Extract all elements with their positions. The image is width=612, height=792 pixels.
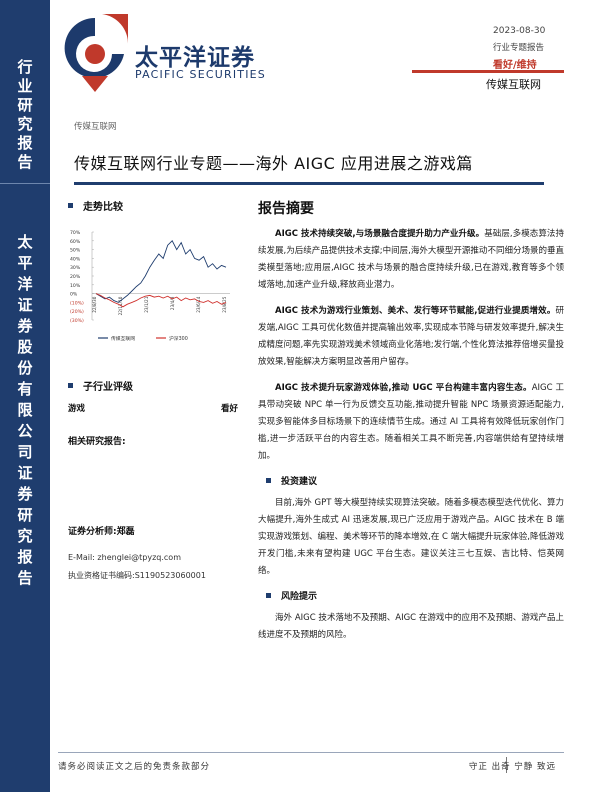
summary-p1-body: 基础层,多模态算法持续发展,为后续产品提供技术支撑;中间层,海外大模型开源推动不… (258, 229, 564, 290)
sidebar-company-char: 证 (17, 464, 33, 482)
risk-heading: 风险提示 (266, 589, 564, 602)
related-reports-heading: 相关研究报告: (68, 437, 126, 447)
sidebar-company-char: 司 (17, 443, 33, 461)
trend-heading: 走势比较 (68, 198, 244, 213)
summary-p2-lead: AIGC 技术为游戏行业策划、美术、发行等环节赋能,促进行业提质增效。 (275, 306, 556, 316)
y-tick-label: 60% (70, 239, 81, 245)
y-tick-label: 30% (70, 265, 81, 271)
left-column: 走势比较 70% 60% 50% 40% 30% 20% 10% 0% (10%) (20%) (3… (68, 198, 244, 580)
sidebar-company-char: 证 (17, 296, 33, 314)
bullet-square-icon (68, 203, 73, 208)
y-tick-label: (10%) (70, 300, 84, 306)
summary-heading: 报告摘要 (258, 201, 314, 217)
bullet-square-icon (266, 478, 271, 483)
sidebar-top-char: 业 (17, 77, 33, 95)
series-line-hs300 (95, 293, 227, 308)
analyst-name: 证券分析师:郑磊 (68, 527, 135, 537)
header-accent-line (412, 70, 564, 73)
header-industry: 传媒互联网 (486, 78, 541, 91)
rating-heading-label: 子行业评级 (83, 382, 133, 393)
rating-row-name: 游戏 (68, 404, 86, 414)
y-tick-label: 50% (70, 248, 81, 254)
sidebar-company-char: 有 (17, 380, 33, 398)
summary-paragraph-1: AIGC 技术持续突破,与场景融合度提升助力产业升级。基础层,多模态算法持续发展… (258, 226, 564, 294)
y-tick-label: 10% (70, 283, 81, 289)
analyst-email[interactable]: E-Mail: zhenglei@tpyzq.com (68, 553, 181, 562)
brand-name-en: PACIFIC SECURITIES (135, 68, 266, 81)
invest-heading-label: 投资建议 (281, 477, 318, 487)
summary-paragraph-2: AIGC 技术为游戏行业策划、美术、发行等环节赋能,促进行业提质增效。研发端,A… (258, 303, 564, 371)
rating-row-value: 看好 (220, 404, 238, 414)
breadcrumb: 传媒互联网 (74, 122, 117, 132)
summary-p3-body: AIGC 工具带动突破 NPC 单一行为反馈交互功能,推动提升智能 NPC 场景… (258, 383, 565, 461)
brand-name-cn: 太平洋证券 (135, 45, 255, 71)
sidebar-company-label: 太平洋证券股份有限公司证券研究报告 (8, 232, 42, 589)
sidebar-company-char: 报 (17, 548, 33, 566)
summary-p1-lead: AIGC 技术持续突破,与场景融合度提升助力产业升级。 (275, 229, 485, 239)
summary-p2-body: 研发端,AIGC 工具可优化数值并提高输出效率,实现成本节降与研发效率提升,解决… (258, 306, 564, 367)
sidebar-company-char: 告 (17, 569, 33, 587)
trend-heading-label: 走势比较 (83, 202, 123, 213)
risk-heading-label: 风险提示 (281, 592, 318, 602)
sidebar-company-char: 券 (17, 317, 33, 335)
industry-rating: 看好/维持 (493, 60, 537, 71)
sidebar-company-char: 洋 (17, 275, 33, 293)
sidebar-company-char: 券 (17, 485, 33, 503)
y-tick-label: 0% (70, 292, 78, 298)
sidebar-company-char: 究 (17, 527, 33, 545)
report-type: 行业专题报告 (493, 43, 545, 53)
legend-label: 传媒互联网 (111, 335, 135, 342)
y-tick-label: (20%) (70, 309, 84, 315)
bullet-square-icon (68, 383, 73, 388)
trend-chart-svg: 70% 60% 50% 40% 30% 20% 10% 0% (10%) (20%) (30%) 22… (70, 230, 230, 342)
sidebar-top-label: 行业研究报告 (8, 58, 42, 172)
summary-p3-lead: AIGC 技术提升玩家游戏体验,推动 UGC 平台构建丰富内容生态。 (275, 383, 532, 393)
sidebar-company-char: 平 (17, 254, 33, 272)
sidebar-company-char: 太 (17, 233, 33, 251)
sidebar: 行业研究报告 太平洋证券股份有限公司证券研究报告 (0, 0, 50, 792)
analyst-license: 执业资格证书编码:S1190523060001 (68, 571, 206, 580)
footer-divider (506, 757, 507, 773)
x-tick-label: 23/6/14 (196, 296, 201, 312)
x-tick-label: 23/8/25 (222, 296, 227, 312)
invest-heading: 投资建议 (266, 474, 564, 487)
title-divider (74, 182, 544, 185)
summary-paragraph-3: AIGC 技术提升玩家游戏体验,推动 UGC 平台构建丰富内容生态。AIGC 工… (258, 380, 564, 465)
summary-column: 报告摘要 AIGC 技术持续突破,与场景融合度提升助力产业升级。基础层,多模态算… (258, 198, 564, 653)
rating-heading: 子行业评级 (68, 378, 133, 393)
sidebar-company-char: 研 (17, 506, 33, 524)
risk-paragraph: 海外 AIGC 技术落地不及预期、AIGC 在游戏中的应用不及预期、游戏产品上线… (258, 613, 564, 640)
sidebar-company-char: 份 (17, 359, 33, 377)
x-tick-label: 22/8/30 (92, 296, 97, 312)
sidebar-top-char: 研 (17, 96, 33, 114)
rating-row: 游戏 看好 (68, 402, 238, 414)
sidebar-divider (0, 183, 50, 184)
sidebar-top-char: 报 (17, 134, 33, 152)
series-line-media (95, 240, 227, 303)
report-date: 2023-08-30 (493, 26, 546, 36)
y-tick-label: 70% (70, 230, 81, 236)
y-tick-label: 20% (70, 274, 81, 280)
sidebar-top-char: 行 (17, 58, 33, 76)
invest-paragraph: 目前,海外 GPT 等大模型持续实现算法突破。随着多模态模型迭代优化、算力大幅提… (258, 498, 564, 576)
company-logo-icon (62, 14, 129, 98)
sidebar-company-char: 限 (17, 401, 33, 419)
legend-label: 沪深300 (169, 335, 188, 342)
page-title: 传媒互联网行业专题——海外 AIGC 应用进展之游戏篇 (74, 154, 473, 173)
sidebar-top-char: 告 (17, 153, 33, 171)
footer-motto: 守正 出奇 宁静 致远 (468, 762, 556, 772)
footer-disclaimer: 请务必阅读正文之后的免责条款部分 (58, 762, 211, 772)
y-tick-label: (30%) (70, 318, 84, 324)
bullet-square-icon (266, 593, 271, 598)
x-tick-label: 23/1/21 (144, 296, 149, 312)
sidebar-top-char: 究 (17, 115, 33, 133)
x-tick-label: 23/4/3 (170, 296, 175, 310)
y-tick-label: 40% (70, 256, 81, 262)
sidebar-company-char: 公 (17, 422, 33, 440)
sidebar-company-char: 股 (17, 338, 33, 356)
page-footer: 请务必阅读正文之后的免责条款部分 守正 出奇 宁静 致远 (58, 752, 564, 779)
trend-chart: 70% 60% 50% 40% 30% 20% 10% 0% (10%) (20%) (30%) 22… (68, 228, 238, 352)
